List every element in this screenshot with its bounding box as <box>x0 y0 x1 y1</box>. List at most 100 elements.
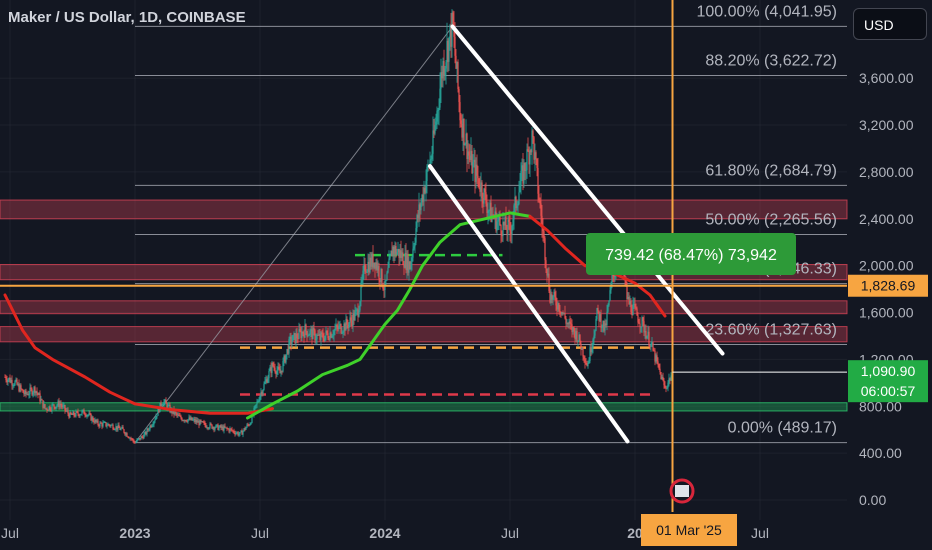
candle-body <box>352 313 354 326</box>
candle-body <box>662 376 664 381</box>
candle-body <box>511 225 513 235</box>
candle-body <box>637 315 639 323</box>
candle-body <box>572 327 574 332</box>
candle-body <box>158 408 160 413</box>
candle-body <box>417 215 419 218</box>
fib-level-label: 88.20% (3,622.72) <box>705 53 837 70</box>
candle-body <box>540 203 542 216</box>
candle-body <box>146 428 148 435</box>
currency-button[interactable]: USD <box>853 8 927 40</box>
candle-body <box>653 350 655 352</box>
candle-body <box>236 432 238 434</box>
candle-body <box>164 400 166 402</box>
candle-body <box>40 399 42 402</box>
candle-body <box>73 411 75 416</box>
candle-body <box>543 231 545 239</box>
candle-body <box>546 268 548 276</box>
candle-body <box>214 427 216 430</box>
candle-body <box>216 424 218 426</box>
candle-body <box>63 405 65 406</box>
candle-body <box>18 383 20 392</box>
candle-body <box>381 269 383 286</box>
candle-body <box>295 333 297 344</box>
candle-body <box>356 309 358 311</box>
candle-body <box>255 404 257 406</box>
candle-body <box>400 250 402 258</box>
candle-body <box>444 68 446 75</box>
drawings[interactable]: 739.42 (68.47%) 73,942 <box>0 0 847 512</box>
candle-body <box>343 323 345 332</box>
candle-body <box>596 307 598 319</box>
candle-body <box>269 367 271 372</box>
candles <box>4 9 673 444</box>
candle-body <box>524 163 526 172</box>
candle-body <box>334 328 336 331</box>
candle-body <box>595 318 597 331</box>
candle-body <box>9 377 11 383</box>
candle-body <box>607 305 609 312</box>
candle-body <box>550 294 552 303</box>
candle-body <box>557 303 559 310</box>
candle-body <box>106 425 108 427</box>
candle-body <box>423 187 425 202</box>
candle-body <box>274 367 276 372</box>
candle-body <box>94 419 96 423</box>
candle-body <box>648 331 650 346</box>
date-label-bg <box>641 514 737 546</box>
candle-body <box>135 441 137 443</box>
candle-body <box>67 410 69 414</box>
candle-body <box>226 427 228 429</box>
candle-body <box>22 389 24 393</box>
candle-body <box>587 363 589 367</box>
candle-body <box>473 159 475 162</box>
candle-body <box>558 303 560 312</box>
candle-body <box>280 370 282 374</box>
candle-body <box>167 405 169 409</box>
candle-body <box>104 422 106 423</box>
candle-body <box>364 263 366 272</box>
candle-body <box>466 133 468 160</box>
candle-body <box>512 219 514 226</box>
moving-average-green <box>246 211 532 420</box>
candle-body <box>367 261 369 272</box>
candle-body <box>351 320 353 326</box>
candle-body <box>211 424 213 429</box>
candle-body <box>453 26 455 37</box>
candle-body <box>28 394 30 396</box>
candle-body <box>345 318 347 331</box>
candle-body <box>631 311 633 316</box>
candle-body <box>286 348 288 355</box>
measure-label: 739.42 (68.47%) 73,942 <box>605 247 777 264</box>
candle-body <box>407 253 409 273</box>
candle-body <box>392 246 394 257</box>
candle-body <box>270 367 272 373</box>
x-tick-label: Jul <box>751 525 769 541</box>
fib-level-label: 50.00% (2,265.56) <box>705 212 837 229</box>
candle-body <box>194 419 196 423</box>
candle-body <box>588 361 590 364</box>
candle-body <box>128 437 130 439</box>
candle-body <box>260 392 262 396</box>
candle-body <box>431 153 433 159</box>
candle-body <box>204 422 206 426</box>
candle-body <box>488 210 490 212</box>
candle-body <box>636 308 638 316</box>
candle-body <box>124 432 126 435</box>
candle-body <box>354 311 356 321</box>
fibonacci-retracement[interactable]: 100.00% (4,041.95) 88.20% (3,622.72) 61.80… <box>134 3 847 444</box>
candle-body <box>103 422 105 424</box>
candle-body <box>560 311 562 315</box>
candle-body <box>545 260 547 269</box>
candle-body <box>642 317 644 322</box>
candle-body <box>299 329 301 331</box>
candle-body <box>385 280 387 282</box>
candle-body <box>310 329 312 331</box>
candle-body <box>506 229 508 234</box>
candle-body <box>497 220 499 222</box>
candle-body <box>55 406 57 409</box>
candle-body <box>365 271 367 273</box>
candle-body <box>72 411 74 415</box>
candle-body <box>209 423 211 429</box>
candle-body <box>155 416 157 420</box>
